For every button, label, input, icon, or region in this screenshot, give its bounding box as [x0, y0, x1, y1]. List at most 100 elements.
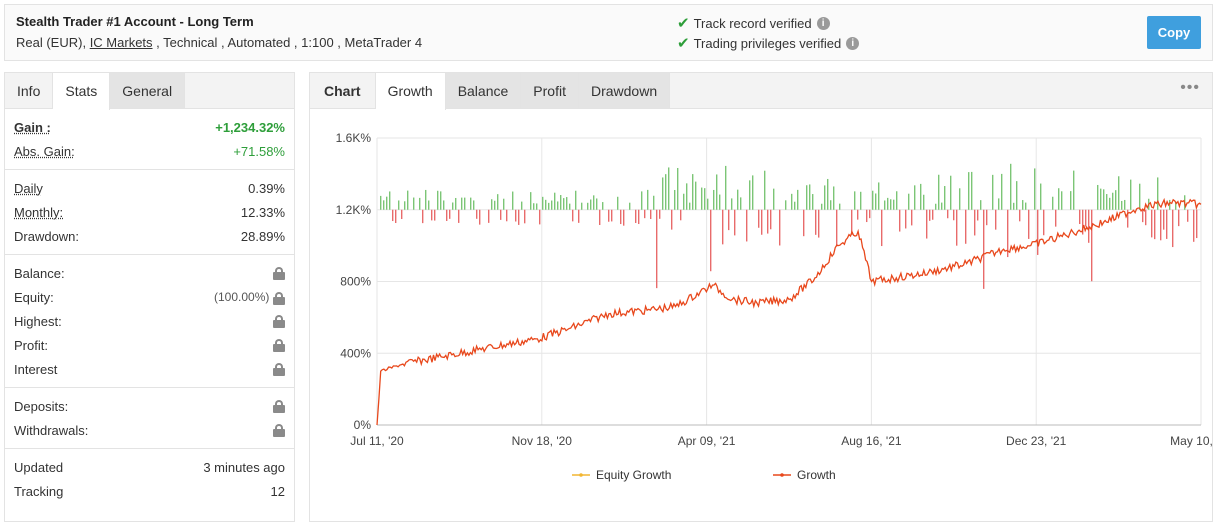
profit-bar-down	[524, 209, 526, 224]
profit-bar-up	[590, 199, 592, 210]
lock-icon	[273, 362, 285, 376]
profit-bar-down	[1154, 209, 1156, 240]
profit-bar-up	[575, 190, 577, 210]
tab-profit[interactable]: Profit	[521, 73, 579, 108]
stat-balance: Balance:	[14, 261, 285, 285]
profit-bar-up	[938, 174, 940, 210]
profit-bar-up	[521, 201, 523, 210]
profit-bar-down	[881, 209, 883, 247]
check-icon: ✔	[677, 15, 690, 32]
profit-bar-up	[1040, 183, 1042, 210]
x-tick-label: May 10, '22	[1170, 434, 1212, 448]
copy-button[interactable]: Copy	[1147, 16, 1201, 49]
profit-bar-up	[725, 165, 727, 210]
profit-bar-up	[908, 193, 910, 210]
stat-tracking: Tracking 12	[14, 479, 285, 503]
profit-bar-up	[794, 201, 796, 210]
chart-lines	[376, 197, 1202, 426]
profit-bar-down	[572, 209, 574, 222]
tab-drawdown[interactable]: Drawdown	[578, 73, 671, 108]
lock-icon	[273, 423, 285, 437]
abs-gain-label[interactable]: Abs. Gain:	[14, 143, 75, 159]
profit-bar-up	[992, 174, 994, 210]
tab-growth[interactable]: Growth	[375, 73, 446, 110]
more-dots-icon[interactable]: •••	[1180, 79, 1200, 96]
profit-bar-up	[1073, 170, 1075, 210]
lock-icon	[273, 338, 285, 352]
profit-bar-up	[1130, 179, 1132, 210]
profit-bar-up	[827, 178, 829, 210]
profit-bar-up	[404, 201, 406, 210]
profit-bar-up	[464, 197, 466, 210]
profit-bar-up	[1058, 188, 1060, 210]
profit-bar-up	[617, 196, 619, 210]
profit-bar-up	[701, 187, 703, 210]
profit-bar-up	[470, 197, 472, 210]
profit-bar-up	[719, 194, 721, 210]
profit-bar-down	[770, 209, 772, 230]
profit-bar-up	[797, 189, 799, 210]
profit-bar-down	[659, 209, 661, 219]
profit-bar-up	[560, 195, 562, 210]
profit-bar-up	[950, 175, 952, 210]
profit-bar-down	[977, 209, 979, 221]
stat-gain: Gain : +1,234.32%	[14, 115, 285, 139]
info-icon[interactable]: i	[846, 36, 860, 50]
daily-label[interactable]: Daily	[14, 180, 43, 196]
profit-bar-down	[899, 209, 901, 232]
chart-legend: Equity Growth Growth	[572, 468, 836, 482]
tab-balance[interactable]: Balance	[445, 73, 522, 108]
gain-label[interactable]: Gain :	[14, 119, 51, 135]
profit-bar-up	[425, 189, 427, 210]
trading-privileges-verified: ✔ Trading privileges verified i	[677, 34, 860, 52]
tab-general[interactable]: General	[110, 73, 186, 108]
profit-bar-down	[767, 209, 769, 234]
profit-bar-down	[1082, 209, 1084, 235]
profit-bar-up	[437, 190, 439, 210]
profit-bar-down	[956, 209, 958, 246]
profit-bar-up	[737, 189, 739, 210]
profit-bar-down	[953, 209, 955, 221]
profit-bar-down	[515, 209, 517, 222]
profit-bar-down	[539, 209, 541, 225]
y-tick-label: 400%	[340, 346, 371, 360]
info-icon[interactable]: i	[816, 16, 830, 30]
monthly-label[interactable]: Monthly:	[14, 204, 64, 220]
profit-bar-down	[983, 209, 985, 289]
tab-stats[interactable]: Stats	[53, 73, 111, 110]
profit-bars	[380, 163, 1198, 289]
profit-bar-down	[911, 209, 913, 226]
profit-bar-up	[833, 186, 835, 210]
profit-bar-down	[1088, 209, 1090, 243]
profit-bar-up	[398, 200, 400, 210]
stat-abs-gain: Abs. Gain: +71.58%	[14, 139, 285, 163]
profit-bar-up	[545, 199, 547, 210]
profit-bar-up	[407, 190, 409, 210]
profit-bar-down	[599, 209, 601, 225]
profit-bar-down	[1193, 209, 1195, 242]
profit-bar-up	[563, 198, 565, 210]
broker-link[interactable]: IC Markets	[89, 35, 153, 50]
profit-bar-up	[1124, 199, 1126, 210]
stat-highest: Highest:	[14, 309, 285, 333]
profit-bar-up	[383, 200, 385, 210]
profit-bar-down	[1151, 209, 1153, 238]
profit-bar-down	[1007, 209, 1009, 258]
profit-bar-up	[491, 199, 493, 210]
profit-bar-up	[1157, 177, 1159, 210]
profit-bar-up	[1115, 190, 1117, 210]
highest-label: Highest:	[14, 313, 62, 329]
legend-label: Equity Growth	[596, 468, 671, 482]
deposits-label: Deposits:	[14, 398, 69, 414]
profit-bar-up	[461, 197, 463, 210]
monthly-value: 12.33%	[240, 204, 285, 220]
updated-value: 3 minutes ago	[203, 459, 285, 475]
profit-bar-down	[779, 209, 781, 246]
profit-bar-up	[587, 202, 589, 210]
tab-info[interactable]: Info	[5, 73, 54, 108]
profit-bar-down	[422, 209, 424, 224]
profit-bar-down	[488, 209, 490, 223]
profit-bar-up	[593, 195, 595, 210]
x-tick-label: Nov 18, '20	[512, 434, 573, 448]
profit-bar-up	[854, 191, 856, 210]
